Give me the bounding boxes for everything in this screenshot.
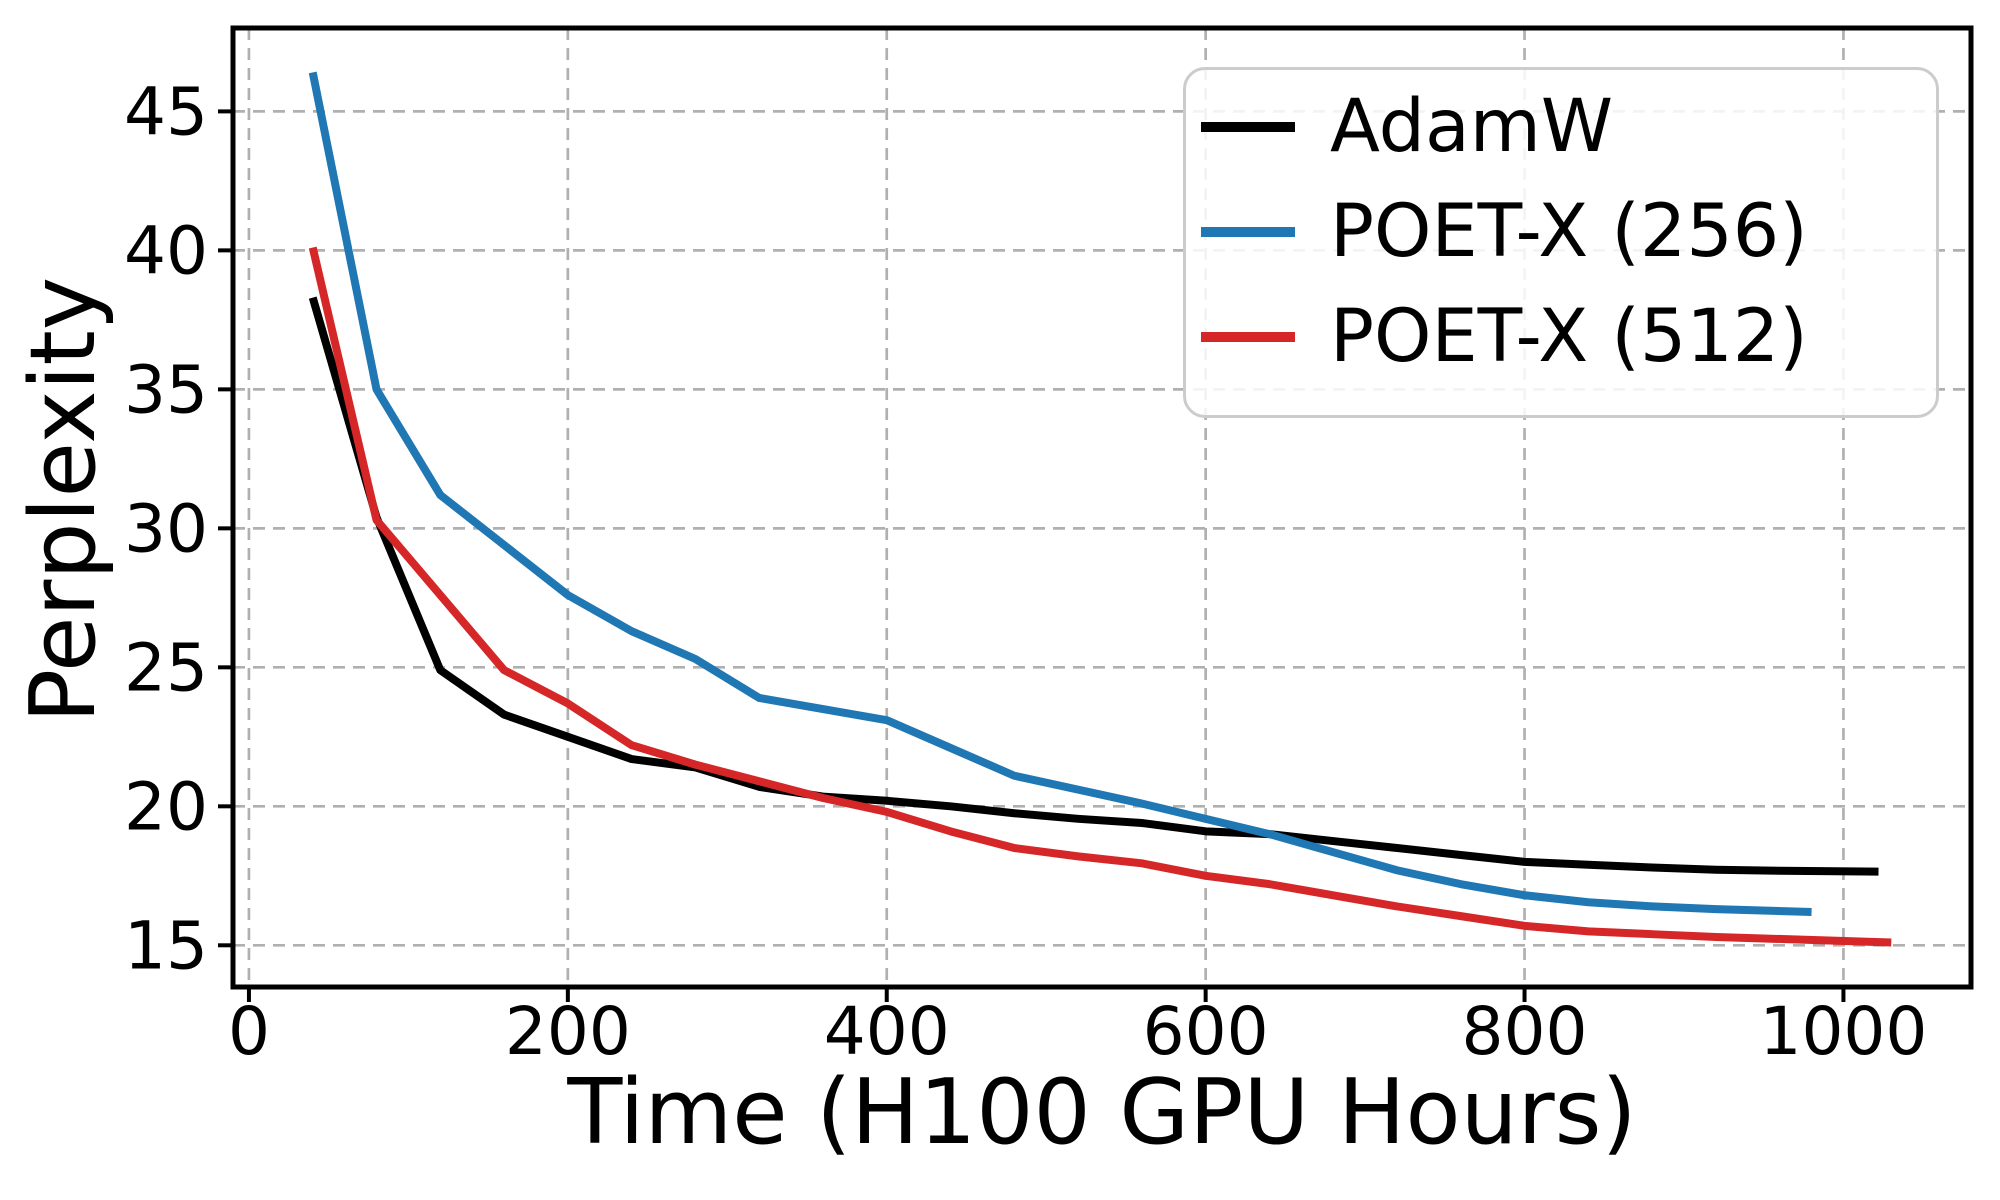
y-tick-label: 25 [124, 629, 208, 706]
x-tick-label: 200 [505, 993, 631, 1070]
x-tick-label: 600 [1143, 993, 1269, 1070]
series-line-2 [308, 246, 1892, 947]
legend-item-poetx-512: POET-X (512) [1186, 284, 1936, 389]
legend-item-poetx-256: POET-X (256) [1186, 179, 1936, 284]
axes-frame [230, 25, 1974, 990]
legend-label-poetx-512: POET-X (512) [1330, 294, 1808, 379]
x-tick-label: 400 [824, 993, 950, 1070]
legend-item-adamw: AdamW [1186, 74, 1936, 179]
y-tick-label: 20 [124, 768, 208, 845]
legend-label-adamw: AdamW [1330, 84, 1614, 169]
legend-swatch-poetx-512 [1201, 331, 1295, 342]
legend-swatch-poetx-256 [1201, 226, 1295, 237]
y-tick-label: 45 [124, 73, 208, 150]
x-axis-label: Time (H100 GPU Hours) [567, 1060, 1637, 1165]
legend-swatch-adamw [1201, 121, 1295, 132]
y-axis-label: Perplexity [11, 276, 116, 724]
y-tick-label: 40 [124, 212, 208, 289]
series-line-0 [308, 296, 1879, 876]
legend: AdamW POET-X (256) POET-X (512) [1183, 67, 1939, 418]
x-tick-label: 800 [1462, 993, 1588, 1070]
x-tick-label: 1000 [1759, 993, 1927, 1070]
legend-label-poetx-256: POET-X (256) [1330, 189, 1808, 274]
x-tick-label: 0 [228, 993, 270, 1070]
y-tick-label: 30 [124, 490, 208, 567]
series-line-1 [308, 71, 1812, 916]
y-tick-label: 15 [124, 907, 208, 984]
y-tick-label: 35 [124, 351, 208, 428]
